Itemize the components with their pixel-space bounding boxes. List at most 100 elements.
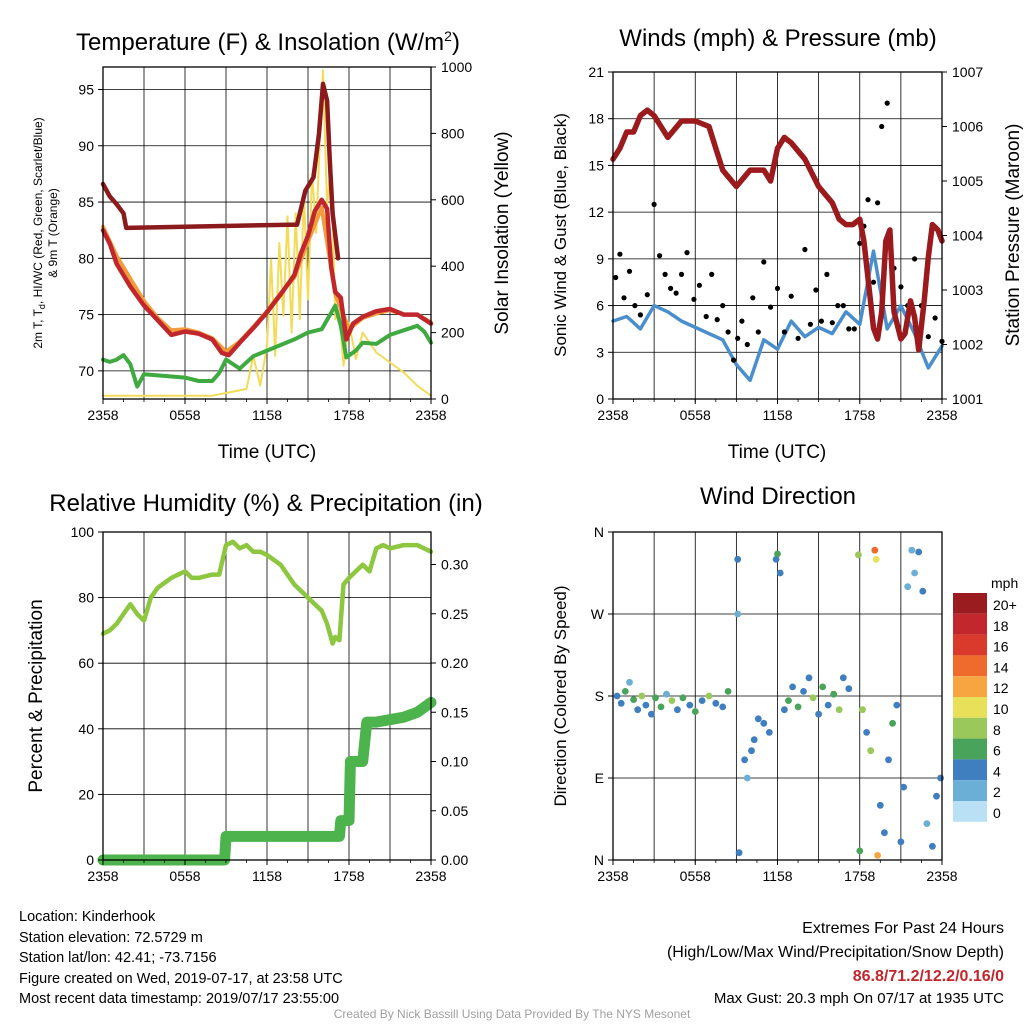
direction-point (679, 694, 687, 702)
gust-point (795, 335, 801, 341)
legend-label: 18 (993, 618, 1009, 634)
y-right-tick-label: 400 (441, 258, 465, 274)
gust-point (637, 312, 644, 318)
extremes-subtitle: (High/Low/Max Wind/Precipitation/Snow De… (666, 944, 1004, 961)
legend-swatch (953, 676, 987, 697)
gust-point (925, 334, 931, 340)
wind-speed-line (611, 249, 944, 383)
gust-point (744, 341, 750, 348)
gust-point (781, 329, 788, 335)
gust-point (739, 318, 745, 324)
direction-title: Wind Direction (700, 483, 856, 510)
direction-point (741, 756, 748, 764)
y-tick-label: 80 (78, 250, 94, 266)
y-tick-label: 9 (596, 251, 604, 267)
direction-point (750, 736, 758, 744)
x-tick-label: 2358 (926, 868, 957, 884)
y-tick-label: 0 (596, 391, 604, 407)
direction-point (915, 548, 923, 556)
extremes-values: 86.8/71.2/12.2/0.16/0 (852, 968, 1004, 985)
x-tick-label: 1158 (762, 407, 792, 423)
y-right-tick-label: 1000 (441, 59, 472, 75)
pressure-y-label: Station Pressure (Maroon) (1003, 124, 1024, 347)
direction-y-label: Direction (Colored By Speed) (551, 585, 570, 806)
humidity-panel: Relative Humidity (%) & Precipitation (i… (26, 490, 483, 884)
x-tick-label: 1758 (333, 407, 364, 423)
gust-point (788, 293, 794, 299)
y-tick-label: 90 (78, 138, 94, 154)
gust-point (898, 284, 904, 290)
gust-point (691, 296, 697, 302)
gust-point (662, 271, 668, 277)
direction-point (698, 697, 706, 704)
gust-point (932, 315, 938, 321)
humidity-y-label: Percent & Precipitation (26, 599, 47, 792)
temperature-panel: Temperature (F) & Insolation (W/m2) 2358… (31, 28, 513, 463)
direction-panel: Wind Direction 2358 0558 1158 1758 2358NWSEN… (551, 483, 1018, 884)
legend-title: mph (991, 575, 1018, 591)
legend-swatch (953, 738, 987, 760)
direction-point (705, 692, 713, 700)
gust-point (813, 287, 819, 293)
direction-point (933, 792, 940, 800)
legend-swatch (953, 593, 987, 614)
pressure-line (610, 107, 945, 353)
gust-point (865, 197, 871, 203)
y-right-tick-label: 200 (441, 325, 465, 341)
humidity-line (100, 539, 434, 646)
direction-point (719, 703, 727, 711)
legend-label: 0 (993, 805, 1001, 821)
winds-x-label: Time (UTC) (728, 442, 827, 463)
legend-swatch (953, 759, 987, 781)
extremes-title: Extremes For Past 24 Hours (802, 920, 1004, 937)
y-right-tick-label: 0.10 (441, 754, 468, 770)
winds-title: Winds (mph) & Pressure (mb) (619, 25, 936, 52)
direction-point (621, 688, 629, 695)
gust-point (673, 290, 679, 296)
direction-point (835, 706, 843, 714)
direction-point (919, 587, 927, 595)
y-tick-label: E (595, 770, 604, 786)
direction-point (630, 696, 637, 703)
x-tick-label: 0558 (680, 407, 711, 423)
insolation-y-label: Solar Insolation (Yellow) (492, 131, 513, 334)
direction-point (634, 706, 642, 714)
gust-point (626, 268, 633, 274)
gust-point (912, 256, 918, 262)
direction-point (724, 688, 732, 695)
direction-point (897, 838, 905, 846)
gust-point (709, 271, 715, 277)
y-right-tick-label: 1007 (952, 64, 983, 80)
y-tick-label: 21 (588, 64, 604, 80)
direction-point (805, 674, 813, 682)
gust-point (768, 304, 774, 310)
x-tick-label: 0558 (169, 407, 200, 423)
direction-point (794, 703, 802, 711)
gust-point (761, 259, 767, 265)
gust-point (735, 335, 741, 341)
legend-label: 16 (993, 639, 1009, 655)
humidity-title: Relative Humidity (%) & Precipitation (i… (49, 490, 482, 517)
direction-point (754, 715, 762, 723)
gust-point (617, 251, 623, 257)
legend-label: 6 (993, 743, 1001, 759)
legend-swatch (953, 655, 987, 677)
y-right-tick-label: 0 (441, 391, 449, 407)
gust-point (696, 282, 703, 288)
direction-point (908, 546, 916, 554)
y-right-tick-label: 1006 (952, 119, 983, 135)
direction-point (856, 847, 864, 855)
y-right-tick-label: 0.25 (441, 606, 468, 622)
y-tick-label: 70 (78, 363, 94, 379)
direction-point (815, 710, 822, 718)
y-right-tick-label: 1005 (952, 173, 983, 189)
gust-point (651, 201, 657, 207)
legend-label: 4 (993, 763, 1001, 779)
y-tick-label: 80 (78, 590, 94, 606)
x-tick-label: 0558 (680, 868, 711, 884)
y-tick-label: 40 (78, 721, 94, 737)
y-right-tick-label: 1003 (952, 282, 983, 298)
gust-point (851, 326, 857, 332)
x-tick-label: 2358 (415, 868, 446, 884)
